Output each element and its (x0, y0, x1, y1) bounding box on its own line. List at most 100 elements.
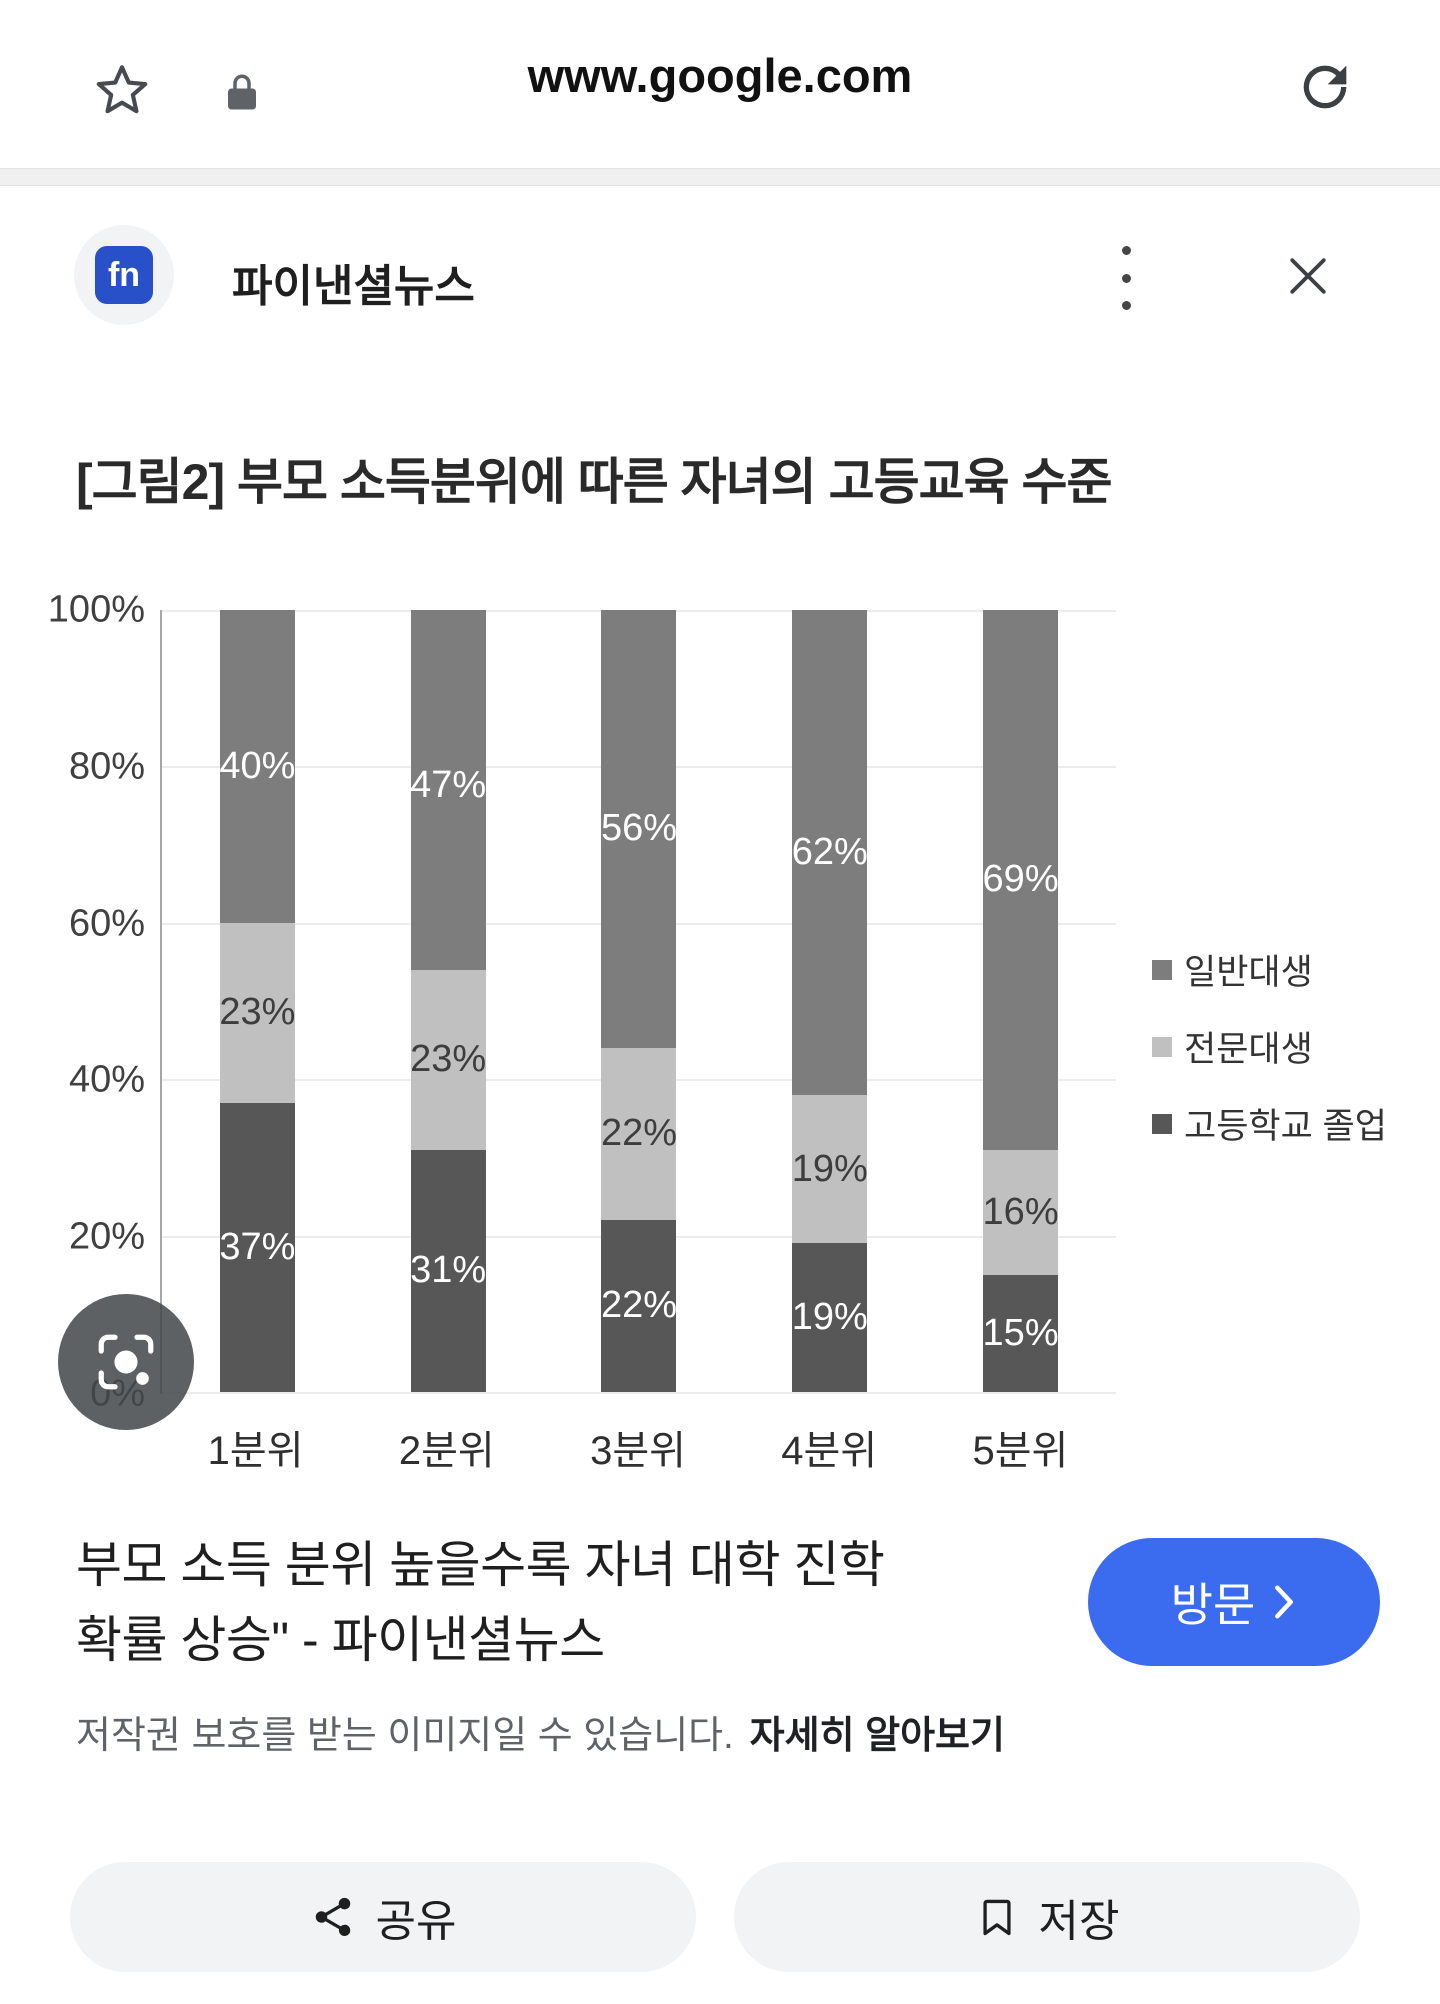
legend-item: 일반대생 (1152, 944, 1387, 995)
legend-item: 전문대생 (1152, 1021, 1387, 1072)
stacked-bar: 15% 16% 69% (983, 610, 1059, 1392)
learn-more-link[interactable]: 자세히 알아보기 (749, 1715, 1005, 1757)
legend-label: 전문대생 (1184, 1030, 1313, 1069)
kebab-menu-icon (1121, 273, 1131, 283)
x-axis-label: 3분위 (590, 1429, 686, 1473)
bookmark-star-button[interactable] (90, 58, 154, 122)
google-lens-button[interactable] (58, 1294, 194, 1430)
x-axis-label: 5분위 (972, 1429, 1069, 1473)
bar-segment-label: 62% (792, 830, 868, 873)
y-tick-label: 20% (68, 1215, 145, 1258)
bar-slot: 31% 23% 47% (353, 610, 544, 1392)
bar-segment-label: 40% (219, 744, 295, 787)
bar-segment-label: 19% (792, 1296, 868, 1339)
bar-segment: 19% (792, 1243, 868, 1392)
stacked-bar: 37% 23% 40% (219, 610, 295, 1392)
bar-slot: 19% 19% 62% (734, 610, 925, 1392)
chart-image: [그림2] 부모 소득분위에 따른 자녀의 고등교육 수준 100% 80% 60%… (0, 426, 1440, 1496)
x-axis-label: 1분위 (207, 1429, 304, 1473)
bar-segment: 62% (792, 610, 868, 1095)
bar-segment-label: 19% (792, 1147, 868, 1190)
bar-segment-label: 69% (983, 858, 1059, 901)
more-options-button[interactable] (1106, 238, 1146, 318)
bar-segment: 19% (792, 1094, 868, 1244)
copyright-text: 저작권 보호를 받는 이미지일 수 있습니다. (76, 1715, 734, 1757)
address-bar[interactable]: www.google.com (527, 49, 913, 102)
bar-slot: 37% 23% 40% (162, 610, 353, 1392)
headline-line-1: 부모 소득 분위 높을수록 자녀 대학 진학 (76, 1537, 885, 1593)
bar-segment-label: 37% (219, 1225, 295, 1268)
publisher-avatar: fn (74, 225, 174, 325)
bar-segment: 37% (219, 1102, 295, 1392)
y-tick-label: 40% (68, 1058, 145, 1101)
bookmark-icon (982, 1899, 1011, 1936)
bar-segment-label: 15% (983, 1311, 1059, 1354)
bar-segment: 15% (983, 1274, 1059, 1392)
kebab-menu-icon (1121, 301, 1131, 310)
copyright-notice: 저작권 보호를 받는 이미지일 수 있습니다. 자세히 알아보기 (76, 1704, 1005, 1759)
x-axis-label: 2분위 (398, 1429, 495, 1473)
bar-segment: 23% (219, 922, 295, 1103)
bar-segment: 23% (410, 969, 486, 1150)
legend-label: 일반대생 (1184, 953, 1313, 992)
bar-segment: 56% (601, 610, 677, 1048)
bar-segment: 40% (219, 610, 295, 923)
lock-icon (228, 74, 256, 110)
stacked-bar: 19% 19% 62% (792, 610, 868, 1392)
bar-slot: 22% 22% 56% (544, 610, 735, 1392)
bar-segment-label: 22% (601, 1284, 677, 1327)
bar-segment-label: 23% (410, 1038, 486, 1081)
bar-segment-label: 22% (601, 1112, 677, 1155)
y-axis: 100%80%60%40%20%0% (0, 589, 145, 1415)
browser-topbar: www.google.com (0, 0, 1440, 168)
topbar-divider (0, 168, 1440, 186)
legend-swatch (1152, 959, 1172, 980)
plot-area: 37% 23% 40% 31% 23% 47% 22% 22% 56% 19% 19% 62% 15% 1… (160, 610, 1116, 1394)
bar-segment-label: 56% (601, 807, 677, 850)
visit-button-label: 방문 (1170, 1579, 1256, 1631)
bar-segment: 47% (410, 610, 486, 970)
visit-button[interactable]: 방문 (1088, 1538, 1380, 1666)
save-button[interactable]: 저장 (734, 1862, 1360, 1972)
publisher-logo: fn (95, 246, 153, 304)
bar-segment: 22% (601, 1219, 677, 1392)
bar-segment: 22% (601, 1047, 677, 1220)
share-icon (315, 1897, 350, 1937)
save-button-label: 저장 (1038, 1897, 1120, 1946)
legend-label: 고등학교 졸업 (1184, 1107, 1387, 1146)
bar-segment: 31% (410, 1149, 486, 1392)
bar-segment-label: 47% (410, 764, 486, 807)
kebab-menu-icon (1121, 246, 1131, 255)
legend-swatch (1152, 1113, 1172, 1134)
y-tick-label: 60% (68, 902, 145, 945)
legend-item: 고등학교 졸업 (1152, 1098, 1387, 1149)
share-button-label: 공유 (375, 1897, 457, 1946)
chevron-right-icon (1275, 1585, 1294, 1619)
share-button[interactable]: 공유 (70, 1862, 696, 1972)
refresh-button[interactable] (1292, 54, 1358, 120)
result-headline[interactable]: 부모 소득 분위 높을수록 자녀 대학 진학 확률 상승" - 파이낸셜뉴스 (76, 1528, 1066, 1678)
bar-segment: 69% (983, 610, 1059, 1150)
stacked-bar: 22% 22% 56% (601, 610, 677, 1392)
publisher-row[interactable]: fn 파이낸셜뉴스 (0, 210, 1440, 340)
gridline (162, 1392, 1116, 1394)
close-icon (1290, 258, 1326, 294)
bar-segment: 16% (983, 1149, 1059, 1275)
bar-segment-label: 23% (219, 991, 295, 1034)
secure-lock-button[interactable] (220, 70, 264, 114)
headline-line-2: 확률 상승" - 파이낸셜뉴스 (76, 1612, 605, 1668)
x-axis-label: 4분위 (781, 1429, 878, 1473)
refresh-icon (1303, 65, 1347, 109)
bar-segment-label: 31% (410, 1249, 486, 1292)
star-icon (96, 65, 148, 114)
legend-swatch (1152, 1036, 1172, 1057)
lens-icon (98, 1334, 154, 1390)
publisher-name: 파이낸셜뉴스 (232, 262, 475, 311)
y-tick-label: 80% (68, 745, 145, 788)
close-button[interactable] (1280, 248, 1336, 304)
y-tick-label: 100% (47, 588, 145, 631)
stacked-bar: 31% 23% 47% (410, 610, 486, 1392)
x-axis-labels: 1분위 2분위 3분위 4분위 5분위 (160, 1418, 1116, 1476)
